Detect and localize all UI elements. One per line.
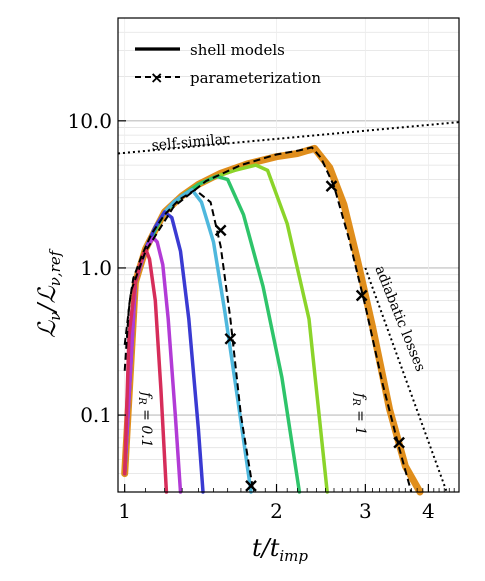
parameterization-line-1	[123, 188, 255, 493]
parameterization-marker	[245, 480, 257, 492]
parameterization-group	[123, 146, 413, 493]
svg-text:t/timp: t/timp	[252, 534, 308, 565]
y-axis-title: ℒν/ℒν,ref	[33, 248, 64, 338]
parameterization-marker	[224, 332, 237, 345]
parameterization-line-2	[123, 146, 413, 493]
parameterization-marker	[325, 180, 338, 192]
legend-parameterization: parameterization	[190, 69, 321, 87]
legend-x-marker: ×	[150, 68, 163, 87]
svg-text:ℒν/ℒν,ref: ℒν/ℒν,ref	[33, 248, 64, 338]
x-axis-title: t/timp	[252, 534, 308, 565]
svg-text:fR = 0.1: fR = 0.1	[136, 391, 154, 448]
self-similar-line	[117, 121, 460, 155]
plot-frame	[117, 17, 460, 493]
x-tick-label: 2	[270, 499, 283, 523]
ticks: 1 2 3 4 0.1 1.0 10.0	[67, 109, 455, 523]
parameterization-marker	[393, 436, 405, 449]
annotation-self-similar: self-similar	[151, 131, 231, 154]
legend: shell models × parameterization	[135, 41, 321, 87]
annotation-fr-low: fR = 0.1	[136, 391, 154, 448]
y-tick-label: 0.1	[80, 403, 112, 427]
parameterization-marker	[355, 289, 368, 302]
y-tick-label: 10.0	[67, 109, 112, 133]
x-tick-label: 3	[359, 499, 372, 523]
x-tick-label: 1	[118, 499, 131, 523]
legend-shell-models: shell models	[190, 41, 285, 59]
x-tick-label: 4	[422, 499, 435, 523]
parameterization-marker	[214, 224, 227, 237]
y-tick-label: 1.0	[80, 256, 112, 280]
reference-lines	[117, 121, 460, 493]
